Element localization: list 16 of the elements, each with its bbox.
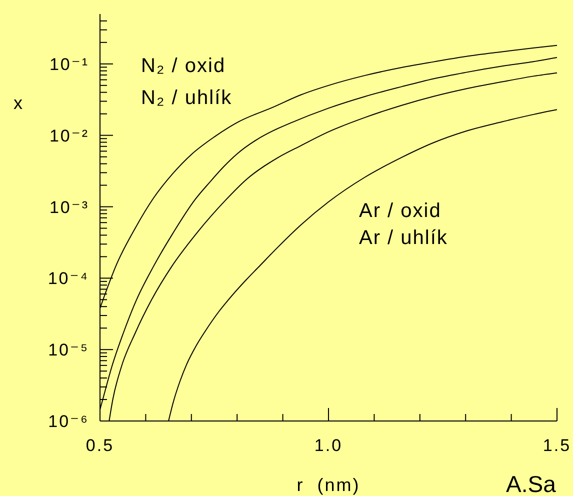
y-tick-label: 10⁻³ bbox=[49, 198, 89, 217]
x-axis-title: r (nm) bbox=[296, 475, 360, 495]
x-tick-label: 1.0 bbox=[314, 436, 343, 455]
text: A.Sa bbox=[506, 471, 556, 496]
annotation: Ar / oxid bbox=[359, 200, 442, 222]
y-tick-label: 10⁻⁴ bbox=[48, 269, 89, 288]
annotation: Ar / uhlík bbox=[359, 227, 448, 249]
y-tick-label: 10⁻⁵ bbox=[48, 340, 89, 360]
annotation: N₂ / oxid bbox=[141, 55, 226, 77]
annotation: N₂ / uhlík bbox=[141, 87, 232, 109]
x-tick-label: 0.5 bbox=[86, 436, 114, 455]
y-tick-label: 10⁻⁶ bbox=[48, 412, 89, 431]
y-axis-title: x bbox=[14, 93, 22, 113]
y-tick-label: 10⁻² bbox=[49, 126, 89, 146]
x-tick-label: 1.5 bbox=[542, 436, 572, 455]
y-tick-label: 10⁻¹ bbox=[49, 54, 89, 74]
